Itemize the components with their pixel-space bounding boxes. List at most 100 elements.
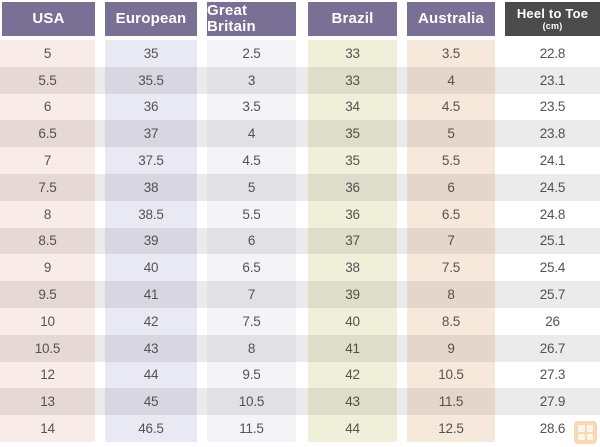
column-gap <box>296 307 308 335</box>
column-gap <box>397 147 407 174</box>
column-gap <box>495 281 505 308</box>
column-header-label: Australia <box>418 10 484 28</box>
cell-great_britain: 3 <box>207 66 296 94</box>
cell-heel_to_toe: 27.3 <box>505 361 600 389</box>
cell-european: 46.5 <box>105 415 197 442</box>
cell-european: 38 <box>105 173 197 201</box>
cell-australia: 8 <box>407 281 495 308</box>
column-gap <box>95 40 105 67</box>
column-gap <box>197 334 207 362</box>
column-gap <box>95 200 105 228</box>
cell-usa: 5.5 <box>0 66 95 94</box>
cell-usa: 10 <box>0 307 95 335</box>
column-header-great-britain: Great Britain <box>207 2 296 36</box>
column-gap <box>296 415 308 442</box>
column-gap <box>197 2 207 36</box>
column-gap <box>397 40 407 67</box>
cell-great_britain: 8 <box>207 334 296 362</box>
cell-great_britain: 5 <box>207 173 296 201</box>
column-header-european: European <box>105 2 197 36</box>
column-gap <box>296 66 308 94</box>
table-row: 9 40 6.5 38 7.5 25.4 <box>0 254 600 282</box>
cell-australia: 6 <box>407 173 495 201</box>
column-gap <box>95 388 105 416</box>
cell-usa: 6.5 <box>0 120 95 148</box>
cell-european: 42 <box>105 307 197 335</box>
cell-european: 39 <box>105 227 197 255</box>
cell-brazil: 34 <box>308 93 397 121</box>
cell-european: 37.5 <box>105 147 197 174</box>
column-gap <box>495 120 505 148</box>
cell-great_britain: 4 <box>207 120 296 148</box>
column-gap <box>397 388 407 416</box>
cell-australia: 7.5 <box>407 254 495 282</box>
table-row: 13 45 10.5 43 11.5 27.9 <box>0 388 600 416</box>
watermark-tile <box>578 433 585 440</box>
cell-australia: 8.5 <box>407 307 495 335</box>
column-gap <box>95 147 105 174</box>
column-gap <box>397 254 407 282</box>
column-gap <box>397 227 407 255</box>
cell-great_britain: 6.5 <box>207 254 296 282</box>
cell-australia: 4.5 <box>407 93 495 121</box>
cell-brazil: 37 <box>308 227 397 255</box>
column-gap <box>197 40 207 67</box>
column-gap <box>495 66 505 94</box>
column-gap <box>197 281 207 308</box>
cell-usa: 8 <box>0 200 95 228</box>
cell-heel_to_toe: 25.4 <box>505 254 600 282</box>
column-gap <box>495 200 505 228</box>
cell-brazil: 38 <box>308 254 397 282</box>
column-header-label: Heel to Toe <box>516 5 589 21</box>
cell-european: 40 <box>105 254 197 282</box>
table-row: 14 46.5 11.5 44 12.5 28.6 <box>0 415 600 442</box>
column-gap <box>397 120 407 148</box>
table-row: 8 38.5 5.5 36 6.5 24.8 <box>0 200 600 228</box>
cell-usa: 8.5 <box>0 227 95 255</box>
grid-logo-watermark <box>574 421 597 444</box>
column-gap <box>495 227 505 255</box>
column-gap <box>495 173 505 201</box>
cell-european: 35 <box>105 40 197 67</box>
column-gap <box>95 93 105 121</box>
table-body: 5 35 2.5 33 3.5 22.8 5.5 35.5 3 33 4 23.1 6 36 3.5 34 4.… <box>0 40 600 442</box>
column-gap <box>495 307 505 335</box>
column-gap <box>95 415 105 442</box>
column-gap <box>95 254 105 282</box>
cell-usa: 7.5 <box>0 173 95 201</box>
column-header-heel-to-toe: Heel to Toe (cm) <box>505 2 600 36</box>
column-gap <box>495 147 505 174</box>
column-gap <box>296 334 308 362</box>
cell-australia: 4 <box>407 66 495 94</box>
cell-european: 37 <box>105 120 197 148</box>
cell-heel_to_toe: 23.5 <box>505 93 600 121</box>
cell-european: 44 <box>105 361 197 389</box>
column-gap <box>495 254 505 282</box>
cell-australia: 6.5 <box>407 200 495 228</box>
column-gap <box>296 388 308 416</box>
cell-heel_to_toe: 28.6 <box>505 415 600 442</box>
column-header-label: Brazil <box>331 10 374 28</box>
column-gap <box>95 66 105 94</box>
column-gap <box>296 361 308 389</box>
cell-heel_to_toe: 23.1 <box>505 66 600 94</box>
column-gap <box>296 254 308 282</box>
cell-brazil: 36 <box>308 200 397 228</box>
column-header-brazil: Brazil <box>308 2 397 36</box>
column-gap <box>95 2 105 36</box>
column-gap <box>197 66 207 94</box>
column-gap <box>296 173 308 201</box>
column-gap <box>397 2 407 36</box>
cell-australia: 3.5 <box>407 40 495 67</box>
column-gap <box>296 2 308 36</box>
cell-european: 35.5 <box>105 66 197 94</box>
cell-great_britain: 2.5 <box>207 40 296 67</box>
table-row: 8.5 39 6 37 7 25.1 <box>0 227 600 255</box>
column-header-usa: USA <box>2 2 95 36</box>
table-row: 6.5 37 4 35 5 23.8 <box>0 120 600 148</box>
cell-usa: 6 <box>0 93 95 121</box>
table-row: 7 37.5 4.5 35 5.5 24.1 <box>0 147 600 174</box>
table-row: 10 42 7.5 40 8.5 26 <box>0 307 600 335</box>
cell-usa: 9 <box>0 254 95 282</box>
column-gap <box>397 307 407 335</box>
